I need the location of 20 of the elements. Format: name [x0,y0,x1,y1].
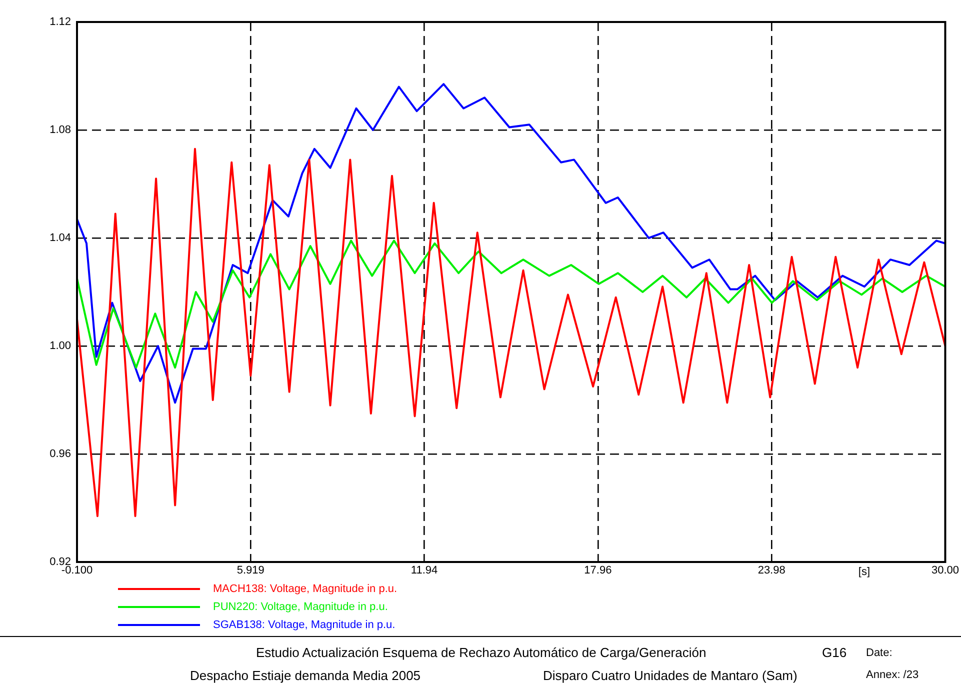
x-axis-title: [s] [858,566,870,578]
x-tick-label: 17.96 [584,564,612,577]
text: Disparo Cuatro Unidades de Mantaro (Sam) [543,668,798,683]
x-tick-label: 23.98 [758,564,786,577]
text: Estudio Actualización Esquema de Rechazo Automático de Carga/Generación [256,645,706,660]
y-tick-label: 1.04 [50,232,71,244]
text: Date: [866,647,892,659]
y-tick-label: 1.12 [50,16,71,28]
y-tick-label: 1.00 [50,340,71,352]
text: G16 [822,645,847,660]
text: SGAB138: Voltage, Magnitude in p.u. [213,619,396,631]
text: Despacho Estiaje demanda Media 2005 [190,668,421,683]
text: Annex: /23 [866,669,919,681]
x-tick-label: 5.919 [236,564,264,577]
x-tick-label: 30.00 [931,564,959,577]
text: PUN220: Voltage, Magnitude in p.u. [213,601,388,613]
text: MACH138: Voltage, Magnitude in p.u. [213,583,398,595]
y-tick-label: 0.96 [50,448,71,460]
y-tick-label: 1.08 [50,124,71,136]
x-tick-label: 11.94 [410,564,438,577]
